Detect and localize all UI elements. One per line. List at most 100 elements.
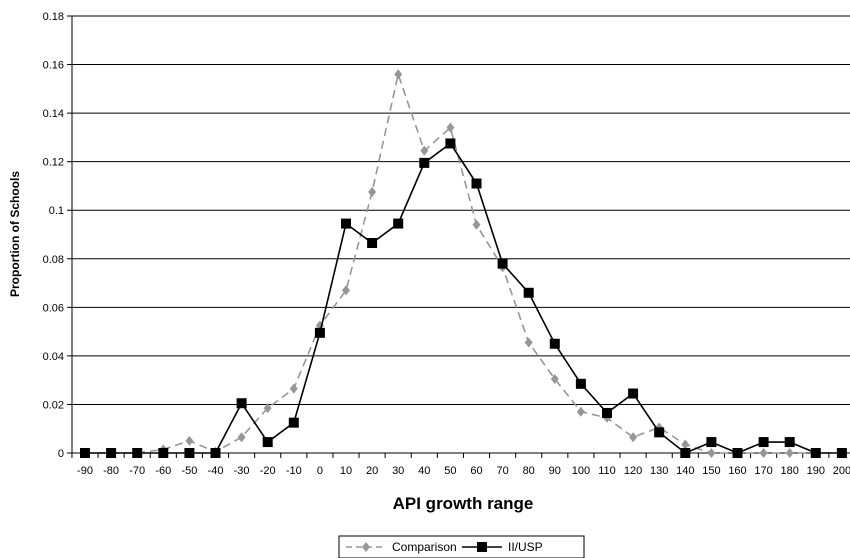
data-point xyxy=(680,448,691,458)
data-point xyxy=(419,157,430,168)
y-tick-labels: 0 0.02 0.04 0.06 0.08 0.1 0.12 0.14 0.16 0.18 xyxy=(43,11,64,460)
data-point xyxy=(314,327,325,338)
legend-label: II/USP xyxy=(508,540,543,554)
data-point xyxy=(836,448,847,458)
data-point xyxy=(497,258,508,269)
x-tick-label: 20 xyxy=(366,465,378,477)
x-tick-labels: -90 -80 -70 -60 -50 -40 -30 -20 -10 0 10 20 30 40 50 60… xyxy=(71,453,850,477)
data-point xyxy=(523,287,534,298)
data-point xyxy=(184,448,195,458)
data-point xyxy=(471,178,482,189)
x-tick-label: 90 xyxy=(549,465,561,477)
series-line xyxy=(85,71,842,454)
data-point xyxy=(472,219,481,230)
x-tick-label: 120 xyxy=(624,465,642,477)
legend-marker xyxy=(477,542,487,552)
y-tick-label: 0.04 xyxy=(43,351,64,363)
x-tick-label: -40 xyxy=(208,465,224,477)
x-tick-label: -70 xyxy=(129,465,145,477)
data-point xyxy=(262,437,273,448)
x-tick-label: 150 xyxy=(702,465,720,477)
data-point xyxy=(289,383,298,394)
data-point xyxy=(210,448,221,458)
y-axis-label: Proportion of Schools xyxy=(8,171,22,297)
y-tick-label: 0.18 xyxy=(43,11,64,23)
series-1 xyxy=(80,138,847,458)
gridlines xyxy=(67,15,850,454)
data-point xyxy=(446,122,455,133)
data-point xyxy=(629,432,638,443)
x-tick-label: 140 xyxy=(676,465,694,477)
data-point xyxy=(575,378,586,389)
data-point xyxy=(393,218,404,229)
data-point xyxy=(263,403,272,414)
x-tick-label: 200 xyxy=(833,465,850,477)
data-point xyxy=(341,218,351,229)
x-tick-label: 100 xyxy=(572,465,590,477)
x-tick-label: 80 xyxy=(523,465,535,477)
y-tick-label: 0.1 xyxy=(49,205,64,217)
x-tick-label: 50 xyxy=(444,465,456,477)
data-point xyxy=(342,285,350,296)
y-tick-label: 0.02 xyxy=(43,399,64,411)
data-point xyxy=(80,448,90,458)
data-point xyxy=(367,237,378,248)
x-tick-label: 40 xyxy=(418,465,430,477)
x-tick-label: -90 xyxy=(77,465,93,477)
legend-label: Comparison xyxy=(392,540,457,554)
x-axis-label: API growth range xyxy=(393,494,534,513)
data-point xyxy=(681,439,690,450)
x-tick-label: 0 xyxy=(317,465,323,477)
axes xyxy=(71,16,850,454)
x-tick-label: 130 xyxy=(650,465,668,477)
y-tick-label: 0.16 xyxy=(43,60,64,72)
data-point xyxy=(237,432,246,443)
x-tick-label: 70 xyxy=(496,465,508,477)
legend-marker xyxy=(362,542,370,552)
legend-box xyxy=(338,535,585,558)
series-group xyxy=(80,69,847,458)
data-point xyxy=(185,435,194,446)
x-tick-label: -20 xyxy=(260,465,276,477)
data-point xyxy=(758,437,769,448)
data-point xyxy=(706,437,717,448)
x-tick-label: -30 xyxy=(234,465,250,477)
data-point xyxy=(236,398,247,409)
y-tick-label: 0.08 xyxy=(43,254,64,266)
data-point xyxy=(394,69,403,80)
data-point xyxy=(784,437,795,448)
data-point xyxy=(550,373,559,384)
data-point xyxy=(288,417,299,428)
x-tick-label: 180 xyxy=(781,465,799,477)
x-tick-label: 110 xyxy=(598,465,616,477)
x-tick-label: 170 xyxy=(754,465,772,477)
data-point xyxy=(368,187,377,198)
x-tick-label: 10 xyxy=(340,465,352,477)
series-line xyxy=(85,142,842,454)
x-tick-label: 190 xyxy=(807,465,825,477)
data-point xyxy=(524,337,533,348)
data-point xyxy=(810,448,821,458)
data-point xyxy=(576,406,585,417)
data-point xyxy=(732,448,743,458)
data-point xyxy=(785,448,794,458)
x-tick-label: 30 xyxy=(392,465,404,477)
x-tick-label: -80 xyxy=(103,465,119,477)
data-point xyxy=(628,388,639,399)
x-tick-label: -10 xyxy=(286,465,302,477)
y-tick-label: 0.14 xyxy=(43,108,64,120)
data-point xyxy=(445,138,456,149)
y-tick-label: 0.12 xyxy=(43,157,64,169)
data-point xyxy=(654,427,665,438)
data-point xyxy=(132,448,143,458)
data-point xyxy=(759,448,768,458)
x-tick-label: -60 xyxy=(155,465,171,477)
series-0 xyxy=(81,69,846,458)
x-tick-label: -50 xyxy=(181,465,197,477)
data-point xyxy=(106,448,117,458)
data-point xyxy=(158,448,169,458)
data-point xyxy=(602,407,612,418)
y-tick-label: 0.06 xyxy=(43,302,64,314)
data-point xyxy=(549,338,560,349)
